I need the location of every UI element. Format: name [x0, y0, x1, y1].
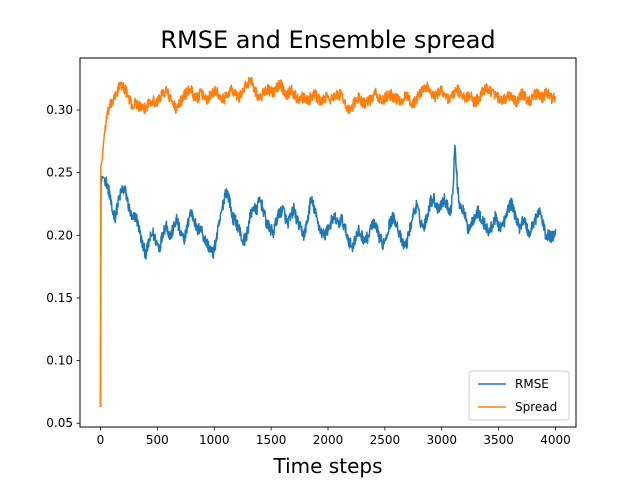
legend-label-spread: Spread	[515, 400, 557, 414]
y-tick-label: 0.20	[46, 228, 73, 242]
series-line-spread	[99, 76, 557, 407]
y-tick-label: 0.05	[46, 416, 73, 430]
x-tick-label: 3500	[483, 433, 514, 447]
x-tick-label: 1500	[256, 433, 287, 447]
x-tick-label: 3000	[426, 433, 457, 447]
y-tick-label: 0.30	[46, 103, 73, 117]
x-axis: 0 500 1000 1500 2000 2500 3000 3500 4000	[97, 427, 571, 447]
x-axis-label: Time steps	[273, 454, 383, 478]
y-tick-label: 0.25	[46, 166, 73, 180]
x-tick-label: 2500	[370, 433, 401, 447]
y-axis: 0.05 0.10 0.15 0.20 0.25 0.30	[46, 103, 80, 430]
x-tick-label: 2000	[313, 433, 344, 447]
series-group	[99, 76, 557, 407]
x-tick-label: 500	[146, 433, 169, 447]
x-tick-label: 1000	[199, 433, 230, 447]
y-tick-label: 0.15	[46, 291, 73, 305]
chart-title: RMSE and Ensemble spread	[160, 26, 495, 54]
legend-label-rmse: RMSE	[515, 377, 549, 391]
series-line-rmse	[99, 144, 557, 407]
legend: RMSE Spread	[468, 370, 570, 421]
y-tick-label: 0.10	[46, 354, 73, 368]
x-tick-label: 0	[97, 433, 105, 447]
x-tick-label: 4000	[540, 433, 571, 447]
